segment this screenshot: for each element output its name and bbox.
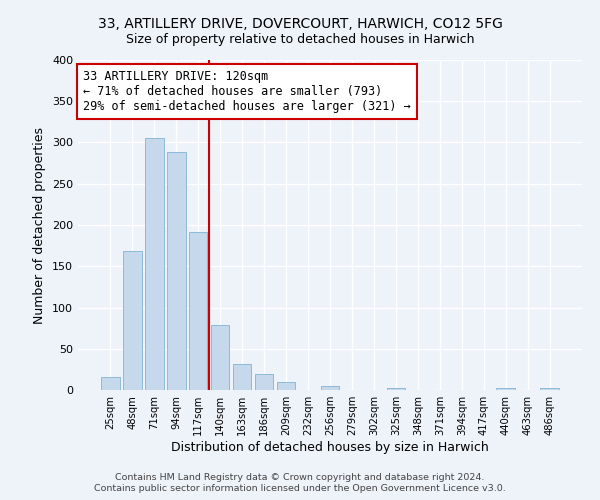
Bar [145,138,164,390]
Bar [189,232,208,390]
Bar [211,325,229,390]
Bar [541,388,559,390]
Bar [386,388,405,390]
X-axis label: Distribution of detached houses by size in Harwich: Distribution of detached houses by size … [171,441,489,454]
Text: Contains HM Land Registry data © Crown copyright and database right 2024.: Contains HM Land Registry data © Crown c… [115,472,485,482]
Bar [320,386,340,390]
Bar [101,377,119,390]
Text: Size of property relative to detached houses in Harwich: Size of property relative to detached ho… [126,32,474,46]
Bar [167,152,185,390]
Y-axis label: Number of detached properties: Number of detached properties [34,126,46,324]
Bar [233,364,251,390]
Bar [255,374,274,390]
Bar [123,252,142,390]
Bar [277,382,295,390]
Bar [496,388,515,390]
Text: 33 ARTILLERY DRIVE: 120sqm
← 71% of detached houses are smaller (793)
29% of sem: 33 ARTILLERY DRIVE: 120sqm ← 71% of deta… [83,70,411,113]
Text: Contains public sector information licensed under the Open Government Licence v3: Contains public sector information licen… [94,484,506,493]
Text: 33, ARTILLERY DRIVE, DOVERCOURT, HARWICH, CO12 5FG: 33, ARTILLERY DRIVE, DOVERCOURT, HARWICH… [98,18,502,32]
